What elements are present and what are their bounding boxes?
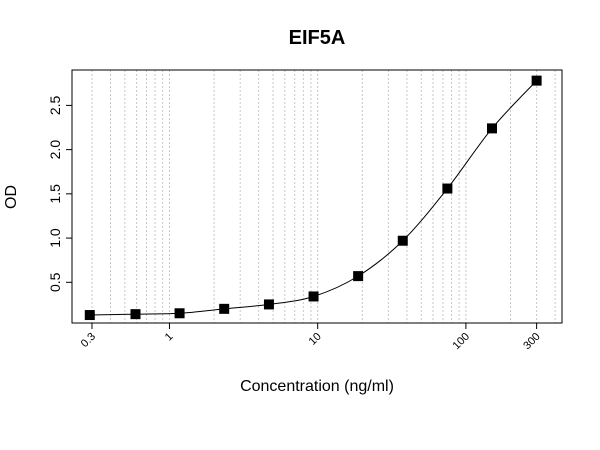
data-point [219, 303, 230, 314]
plot-frame [71, 69, 563, 324]
data-point [174, 308, 185, 319]
chart-title: EIF5A [289, 27, 346, 49]
x-tick-label: 0.3 [79, 331, 98, 350]
y-tick-label: 0.5 [47, 272, 63, 292]
data-point [84, 310, 95, 321]
y-tick-label: 2.0 [47, 140, 63, 160]
x-tick-label: 1 [163, 331, 176, 344]
data-point [353, 271, 364, 282]
data-point [397, 235, 408, 246]
x-tick-label: 300 [521, 331, 542, 352]
y-tick-label: 1.0 [47, 228, 63, 248]
y-tick-label: 1.5 [47, 184, 63, 204]
y-axis-label: OD [3, 185, 20, 209]
data-point [531, 75, 542, 86]
x-tick-label: 100 [451, 331, 472, 352]
data-point [487, 123, 498, 134]
data-point [263, 299, 274, 310]
y-tick-label: 2.5 [47, 95, 63, 115]
data-point [442, 183, 453, 194]
x-tick-label: 10 [307, 331, 324, 348]
x-axis-label: Concentration (ng/ml) [240, 378, 394, 395]
fit-curve [89, 80, 537, 316]
data-point [130, 309, 141, 320]
data-point [308, 291, 319, 302]
